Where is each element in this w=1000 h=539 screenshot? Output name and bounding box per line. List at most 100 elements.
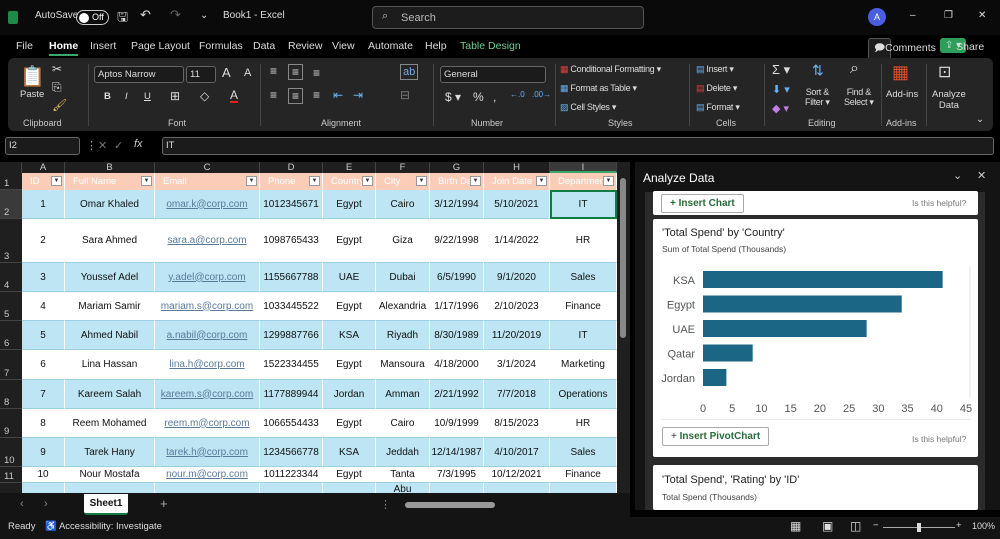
decrease-font-icon[interactable]: A bbox=[244, 67, 252, 79]
horizontal-scrollbar[interactable] bbox=[405, 502, 495, 508]
table-cell[interactable] bbox=[484, 483, 550, 493]
row-header[interactable]: 7 bbox=[0, 350, 22, 380]
cut-icon[interactable]: ✂ bbox=[52, 62, 63, 76]
table-header-cell[interactable]: Join Date ▼ bbox=[484, 173, 550, 190]
column-header[interactable]: E bbox=[323, 162, 376, 173]
table-cell[interactable]: 2/10/2023 bbox=[484, 292, 550, 321]
email-link[interactable]: nour.m@corp.com bbox=[166, 469, 248, 480]
table-cell[interactable]: 1 bbox=[22, 190, 65, 219]
filter-dropdown-icon[interactable]: ▼ bbox=[536, 176, 547, 186]
formula-input[interactable]: IT bbox=[162, 137, 994, 155]
table-cell[interactable]: mariam.s@corp.com bbox=[155, 292, 260, 321]
table-cell[interactable]: HR bbox=[550, 219, 617, 263]
table-cell[interactable]: y.adel@corp.com bbox=[155, 263, 260, 292]
table-cell[interactable]: Youssef Adel bbox=[65, 263, 155, 292]
table-cell[interactable]: Operations bbox=[550, 380, 617, 409]
autosave-toggle[interactable]: Off bbox=[76, 10, 109, 25]
column-header[interactable]: G bbox=[430, 162, 484, 173]
autosum-icon[interactable]: Σ ▾ bbox=[772, 62, 791, 77]
table-cell[interactable]: lina.h@corp.com bbox=[155, 350, 260, 380]
table-cell[interactable]: 6/5/1990 bbox=[430, 263, 484, 292]
table-cell[interactable]: Mariam Samir bbox=[65, 292, 155, 321]
row-header[interactable]: 6 bbox=[0, 321, 22, 350]
table-cell[interactable]: Mansoura bbox=[376, 350, 430, 380]
table-header-cell[interactable]: ID ▼ bbox=[22, 173, 65, 190]
table-cell[interactable]: kareem.s@corp.com bbox=[155, 380, 260, 409]
addins-button[interactable]: Add-ins bbox=[886, 89, 919, 100]
table-cell[interactable]: Marketing bbox=[550, 350, 617, 380]
collapse-ribbon-icon[interactable]: ⌄ bbox=[976, 114, 984, 125]
row-header[interactable] bbox=[0, 483, 22, 493]
table-cell[interactable]: Cairo bbox=[376, 409, 430, 438]
table-cell[interactable] bbox=[22, 483, 65, 493]
number-format-select[interactable]: General bbox=[440, 66, 546, 83]
table-cell[interactable]: Amman bbox=[376, 380, 430, 409]
wrap-text-icon[interactable]: ab bbox=[400, 64, 419, 80]
table-cell[interactable]: Egypt bbox=[323, 350, 376, 380]
filter-dropdown-icon[interactable]: ▼ bbox=[246, 176, 257, 186]
table-cell[interactable]: Ahmed Nabil bbox=[65, 321, 155, 350]
filter-dropdown-icon[interactable]: ▼ bbox=[470, 176, 481, 186]
table-cell[interactable]: Giza bbox=[376, 219, 430, 263]
table-cell[interactable]: 7/3/1995 bbox=[430, 467, 484, 483]
format-cells-button[interactable]: ▤ Format ▾ bbox=[696, 102, 740, 112]
row-header[interactable]: 3 bbox=[0, 219, 22, 263]
tab-automate[interactable]: Automate bbox=[368, 40, 413, 52]
zoom-level[interactable]: 100% bbox=[972, 521, 996, 531]
comments-button[interactable]: 🗩 Comments bbox=[868, 38, 936, 61]
table-cell[interactable]: Egypt bbox=[323, 190, 376, 219]
align-left-icon[interactable]: ≡ bbox=[270, 88, 278, 102]
email-link[interactable]: omar.k@corp.com bbox=[166, 198, 248, 210]
table-cell[interactable]: Egypt bbox=[323, 409, 376, 438]
table-cell[interactable]: KSA bbox=[323, 438, 376, 467]
row-header[interactable]: 10 bbox=[0, 438, 22, 467]
tab-file[interactable]: File bbox=[16, 40, 33, 52]
cancel-icon[interactable]: ✕ bbox=[98, 140, 108, 152]
table-cell[interactable]: 1/17/1996 bbox=[430, 292, 484, 321]
add-sheet-icon[interactable]: + bbox=[160, 496, 168, 511]
delete-cells-button[interactable]: ▤ Delete ▾ bbox=[696, 83, 738, 93]
page-break-view-icon[interactable]: ◫ bbox=[850, 519, 862, 533]
percent-icon[interactable]: % bbox=[473, 90, 484, 104]
table-cell[interactable]: IT bbox=[550, 321, 617, 350]
pane-options-icon[interactable]: ⌄ bbox=[953, 170, 963, 182]
underline-icon[interactable]: U bbox=[144, 91, 151, 102]
email-link[interactable]: sara.a@corp.com bbox=[167, 235, 247, 246]
borders-icon[interactable]: ⊞ bbox=[170, 89, 181, 103]
format-as-table-button[interactable]: ▦ Format as Table ▾ bbox=[560, 83, 637, 93]
filter-dropdown-icon[interactable]: ▼ bbox=[603, 176, 614, 186]
table-cell[interactable]: 11/20/2019 bbox=[484, 321, 550, 350]
table-cell[interactable]: IT bbox=[550, 190, 617, 219]
table-header-cell[interactable]: Birth Date ▼ bbox=[430, 173, 484, 190]
normal-view-icon[interactable]: ▦ bbox=[790, 519, 802, 533]
table-cell[interactable]: 1234566778 bbox=[260, 438, 323, 467]
table-cell[interactable]: 1011223344 bbox=[260, 467, 323, 483]
worksheet-grid[interactable]: A B C D E F G H I 1 ID ▼ Full Name ▼ Email ▼ Phone ▼ Count… bbox=[0, 162, 630, 493]
table-cell[interactable]: Alexandria bbox=[376, 292, 430, 321]
find-select-button[interactable]: Find & Select ▾ bbox=[844, 87, 874, 107]
email-link[interactable]: y.adel@corp.com bbox=[168, 271, 246, 283]
vertical-scrollbar[interactable] bbox=[617, 162, 630, 493]
table-cell[interactable]: sara.a@corp.com bbox=[155, 219, 260, 263]
filter-dropdown-icon[interactable]: ▼ bbox=[309, 176, 320, 186]
table-cell[interactable]: 2 bbox=[22, 219, 65, 263]
row-header[interactable]: 5 bbox=[0, 292, 22, 321]
table-cell[interactable] bbox=[550, 483, 617, 493]
column-header[interactable]: I bbox=[550, 162, 617, 173]
zoom-slider[interactable] bbox=[883, 523, 955, 532]
helpful-link[interactable]: Is this helpful? bbox=[912, 434, 967, 444]
column-header[interactable]: A bbox=[22, 162, 65, 173]
table-cell[interactable]: Egypt bbox=[323, 467, 376, 483]
align-top-icon[interactable]: ≡ bbox=[270, 64, 278, 78]
increase-font-icon[interactable]: A bbox=[222, 65, 231, 80]
table-cell[interactable]: Jordan bbox=[323, 380, 376, 409]
column-header[interactable]: F bbox=[376, 162, 430, 173]
table-cell[interactable]: 1033445522 bbox=[260, 292, 323, 321]
table-cell[interactable]: Sales bbox=[550, 438, 617, 467]
conditional-formatting-button[interactable]: ▦ Conditional Formatting ▾ bbox=[560, 64, 661, 74]
table-cell[interactable]: KSA bbox=[323, 321, 376, 350]
tab-home[interactable]: Home bbox=[49, 40, 79, 56]
merge-center-icon[interactable]: ⊟ bbox=[400, 88, 411, 102]
table-cell[interactable]: Jeddah bbox=[376, 438, 430, 467]
table-cell[interactable]: 4/18/2000 bbox=[430, 350, 484, 380]
